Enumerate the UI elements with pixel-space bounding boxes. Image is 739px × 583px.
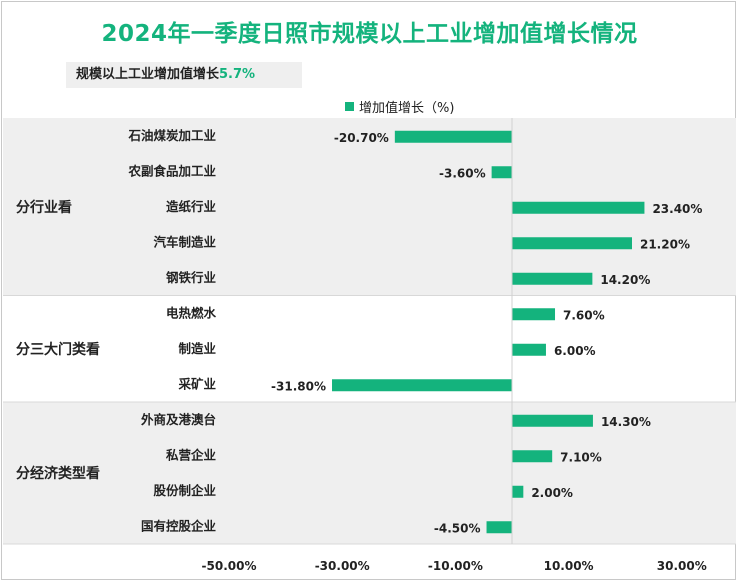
- category-label: 国有控股企业: [141, 518, 217, 533]
- group-label: 分经济类型看: [16, 465, 100, 482]
- data-label: -20.70%: [334, 131, 389, 145]
- legend-swatch: [345, 102, 354, 111]
- category-label: 造纸行业: [166, 199, 217, 214]
- x-tick-label: 10.00%: [544, 559, 594, 573]
- data-label: -4.50%: [434, 521, 481, 535]
- bar: [332, 379, 512, 392]
- legend-label: 增加值增长（%): [359, 101, 455, 116]
- group-label: 分三大门类看: [16, 341, 100, 358]
- data-label: -3.60%: [439, 166, 486, 180]
- x-tick-label: 30.00%: [657, 559, 707, 573]
- bar: [512, 272, 593, 285]
- group-band: [3, 402, 736, 544]
- subtitle-value: 5.7%: [219, 67, 256, 82]
- category-label: 股份制企业: [153, 483, 216, 498]
- bar: [512, 237, 632, 250]
- bar: [512, 485, 524, 498]
- data-label: 7.60%: [563, 308, 605, 322]
- bar: [512, 414, 593, 427]
- x-tick-label: -10.00%: [428, 559, 483, 573]
- bar: [491, 166, 512, 179]
- data-label: -31.80%: [271, 379, 326, 393]
- data-label: 2.00%: [531, 486, 573, 500]
- bar: [512, 308, 556, 321]
- data-label: 21.20%: [640, 237, 690, 251]
- subtitle-label: 规模以上工业增加值增长: [76, 67, 220, 82]
- legend: 增加值增长（%): [345, 97, 454, 116]
- data-label: 6.00%: [554, 344, 596, 358]
- bar: [512, 201, 645, 214]
- data-label: 14.20%: [600, 273, 650, 287]
- category-label: 石油煤炭加工业: [127, 128, 216, 143]
- category-label: 汽车制造业: [153, 234, 216, 249]
- category-label: 私营企业: [165, 447, 217, 462]
- group-label: 分行业看: [16, 199, 72, 216]
- bar: [394, 130, 512, 143]
- bar: [512, 450, 553, 463]
- x-tick-label: -30.00%: [315, 559, 370, 573]
- subtitle-box: 规模以上工业增加值增长5.7%: [66, 62, 302, 88]
- data-label: 23.40%: [652, 202, 702, 216]
- category-label: 制造业: [178, 341, 216, 356]
- category-label: 采矿业: [177, 376, 216, 391]
- category-label: 农副食品加工业: [127, 163, 216, 178]
- category-label: 外商及港澳台: [140, 412, 216, 427]
- bar: [486, 521, 512, 534]
- data-label: 14.30%: [601, 415, 651, 429]
- bar: [512, 343, 546, 356]
- category-label: 钢铁行业: [166, 270, 217, 285]
- category-label: 电热燃水: [166, 305, 217, 320]
- x-tick-label: -50.00%: [202, 559, 257, 573]
- chart-title: 2024年一季度日照市规模以上工业增加值增长情况: [101, 21, 638, 47]
- data-label: 7.10%: [560, 450, 602, 464]
